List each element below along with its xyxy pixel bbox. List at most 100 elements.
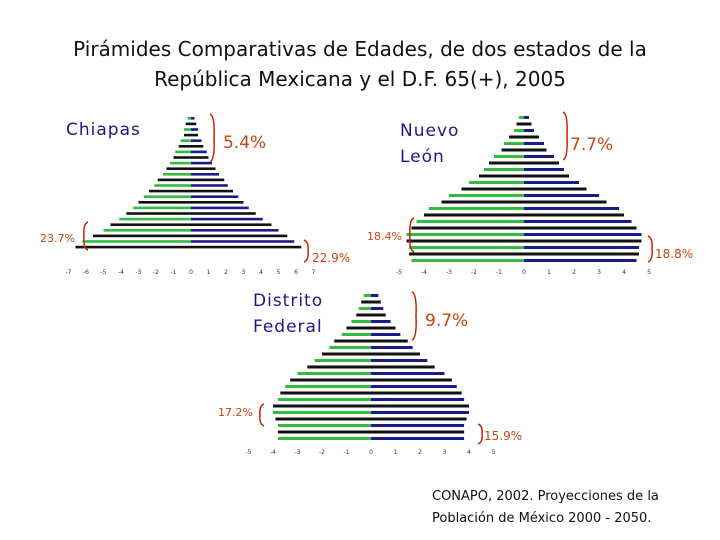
nuevo-leon-bar-left [489, 161, 524, 165]
chiapas-tick-label: 2 [224, 269, 228, 276]
chiapas-bar-left [103, 229, 191, 232]
chiapas-bar-right [191, 195, 239, 198]
chiapas-tick-label: -5 [101, 269, 107, 276]
nuevo-leon-bar-right [524, 174, 569, 178]
chiapas-bar-right [191, 122, 197, 126]
distrito-federal-bar-left [329, 346, 371, 349]
chiapas-bar-right [191, 128, 198, 131]
chiapas-bar-right [191, 229, 279, 232]
nuevo-leon-bar-left [441, 200, 524, 204]
distrito-federal-tick-label: 5 [492, 449, 496, 456]
chiapas-bar-left [184, 128, 191, 131]
chiapas-bar-left [82, 240, 191, 243]
distrito-federal-tick-label: 1 [394, 449, 398, 456]
nuevo-leon-bar-right [524, 168, 564, 171]
distrito-federal-bar-right [371, 333, 401, 336]
chiapas-bar-right [191, 117, 195, 120]
nuevo-leon-tick-label: -2 [471, 269, 477, 276]
source-line1: CONAPO, 2002. Proyecciones de la [432, 489, 659, 504]
distrito-federal-bar-right [371, 307, 384, 310]
distrito-federal-top-bracket [411, 291, 417, 341]
nuevo-leon-bar-right [524, 155, 554, 158]
chiapas-bar-left [157, 178, 191, 182]
chiapas-top-percent: 5.4% [223, 133, 266, 153]
chiapas-right-bracket [303, 239, 309, 263]
chiapas-bar-right [191, 161, 212, 165]
nuevo-leon-bar-right [524, 142, 544, 145]
nuevo-leon-tick-label: -3 [446, 269, 452, 276]
distrito-federal-bar-right [371, 417, 467, 421]
nuevo-leon-bar-left [484, 168, 524, 171]
distrito-federal-bar-left [358, 307, 371, 310]
chiapas-tick-label: 1 [207, 269, 211, 276]
nuevo-leon-tick-label: 5 [647, 269, 651, 276]
distrito-federal-bar-right [371, 404, 469, 408]
nuevo-leon-bar-right [524, 259, 637, 262]
chiapas-bar-right [191, 167, 216, 170]
distrito-federal-bar-left [290, 378, 371, 382]
chiapas-bar-right [191, 145, 204, 148]
chiapas-bar-left [180, 139, 191, 142]
nuevo-leon-bar-left [411, 259, 524, 262]
chiapas-bar-right [191, 240, 295, 243]
nuevo-leon-bar-right [524, 135, 539, 139]
chiapas-top-bracket [209, 113, 215, 163]
distrito-federal-bar-left [273, 411, 371, 414]
nuevo-leon-bar-right [524, 194, 599, 197]
distrito-federal-bar-left [322, 352, 371, 356]
chiapas-bar-right [191, 150, 207, 154]
chiapas-tick-label: -4 [118, 269, 124, 276]
chiapas-bar-left [93, 234, 191, 238]
chiapas-bar-right [191, 178, 225, 182]
distrito-federal-bar-left [277, 430, 371, 434]
chiapas-bar-left [133, 206, 191, 210]
nuevo-leon-bar-left [416, 220, 524, 223]
nuevo-leon-bar-right [524, 200, 607, 204]
distrito-federal-bar-right [371, 365, 435, 369]
chiapas-tick-label: -3 [136, 269, 142, 276]
nuevo-leon-bar-right [524, 122, 532, 126]
chiapas-bar-right [191, 206, 249, 210]
distrito-federal-bar-right [371, 398, 465, 401]
nuevo-leon-bar-right [524, 148, 547, 152]
nuevo-leon-bar-left [504, 142, 524, 145]
nuevo-leon-bar-right [524, 239, 642, 243]
chiapas-bar-left [119, 217, 191, 221]
nuevo-leon-bar-right [524, 213, 624, 217]
distrito-federal-right-bracket [477, 423, 483, 445]
nuevo-leon-bar-left [409, 252, 524, 256]
distrito-federal-right-percent: 15.9% [484, 429, 522, 443]
distrito-federal-bar-left [361, 300, 371, 304]
distrito-federal-tick-label: 4 [467, 449, 471, 456]
distrito-federal-bar-left [277, 437, 371, 440]
nuevo-leon-bar-left [449, 194, 524, 197]
nuevo-leon-bar-left [406, 239, 524, 243]
nuevo-leon-bar-left [411, 226, 524, 230]
nuevo-leon-bar-left [494, 155, 524, 158]
chiapas-bar-left [187, 117, 191, 120]
chiapas-bar-right [191, 133, 198, 137]
nuevo-leon-bar-right [524, 226, 637, 230]
chiapas-bar-left [126, 212, 191, 215]
nuevo-leon-bar-left [409, 246, 524, 249]
distrito-federal-bar-right [371, 339, 408, 343]
chiapas-tick-label: 0 [189, 269, 193, 276]
chiapas-bar-right [191, 245, 302, 249]
nuevo-leon-bar-left [514, 129, 524, 132]
chiapas-tick-label: 4 [259, 269, 263, 276]
distrito-federal-title: Distrito [253, 291, 323, 311]
nuevo-leon-top-percent: 7.7% [570, 135, 613, 155]
chiapas-left-percent: 23.7% [40, 232, 75, 245]
nuevo-leon-bar-left [509, 135, 524, 139]
distrito-federal-bar-left [363, 294, 371, 297]
nuevo-leon-tick-label: 2 [572, 269, 576, 276]
nuevo-leon-tick-label: -1 [496, 269, 502, 276]
chiapas-tick-label: 7 [312, 269, 316, 276]
nuevo-leon-bar-right [524, 220, 632, 223]
chiapas-bar-right [191, 184, 228, 187]
nuevo-leon-right-bracket [647, 235, 653, 263]
nuevo-leon-bar-left [479, 174, 524, 178]
chiapas-bar-right [191, 234, 288, 238]
slide-title-line1: Pirámides Comparativas de Edades, de dos… [73, 37, 647, 61]
nuevo-leon-bar-left [516, 122, 524, 126]
